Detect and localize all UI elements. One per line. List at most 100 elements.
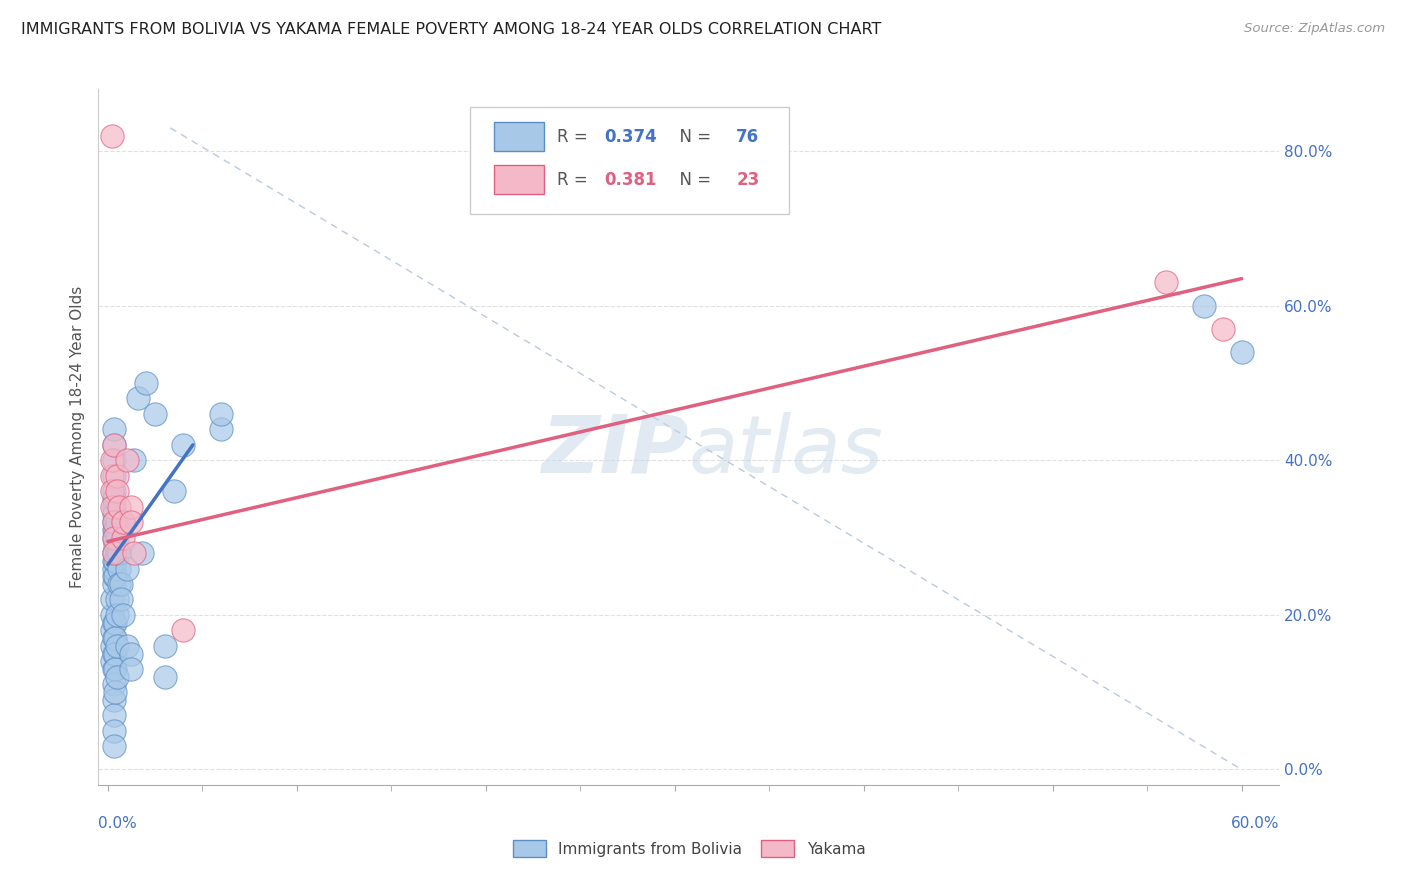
- Point: [105, 670, 128, 684]
- Point: [1154, 276, 1177, 290]
- Point: [103, 515, 125, 529]
- Point: [104, 615, 127, 630]
- Point: [103, 438, 125, 452]
- Text: N =: N =: [669, 170, 716, 188]
- Point: [120, 662, 142, 676]
- Point: [1212, 322, 1234, 336]
- Point: [103, 515, 125, 529]
- Point: [124, 546, 146, 560]
- Point: [104, 685, 127, 699]
- Point: [104, 631, 127, 645]
- Point: [105, 546, 128, 560]
- Point: [153, 639, 176, 653]
- Point: [172, 438, 194, 452]
- Text: 60.0%: 60.0%: [1232, 816, 1279, 831]
- Point: [100, 624, 122, 638]
- Point: [108, 577, 131, 591]
- Text: 23: 23: [737, 170, 759, 188]
- Text: R =: R =: [557, 128, 593, 145]
- Point: [103, 531, 125, 545]
- Point: [100, 500, 122, 514]
- Point: [103, 569, 125, 583]
- Point: [103, 577, 125, 591]
- Point: [120, 500, 142, 514]
- Point: [103, 484, 125, 499]
- Point: [120, 515, 142, 529]
- Point: [100, 468, 122, 483]
- Point: [105, 531, 128, 545]
- Point: [100, 128, 122, 143]
- Point: [100, 453, 122, 467]
- Text: 0.381: 0.381: [605, 170, 657, 188]
- Point: [1230, 345, 1253, 359]
- Point: [115, 453, 138, 467]
- Point: [105, 592, 128, 607]
- Point: [100, 607, 122, 622]
- Point: [103, 662, 125, 676]
- Point: [105, 484, 128, 499]
- Point: [105, 639, 128, 653]
- Legend: Immigrants from Bolivia, Yakama: Immigrants from Bolivia, Yakama: [513, 839, 865, 857]
- Point: [100, 592, 122, 607]
- Point: [103, 546, 125, 560]
- Point: [103, 561, 125, 575]
- Point: [103, 708, 125, 723]
- Point: [108, 546, 131, 560]
- Point: [104, 523, 127, 537]
- FancyBboxPatch shape: [494, 165, 544, 194]
- Point: [103, 631, 125, 645]
- Point: [135, 376, 157, 390]
- Point: [124, 453, 146, 467]
- Point: [209, 422, 232, 436]
- Point: [100, 484, 122, 499]
- Text: 0.0%: 0.0%: [98, 816, 138, 831]
- Y-axis label: Female Poverty Among 18-24 Year Olds: Female Poverty Among 18-24 Year Olds: [69, 286, 84, 588]
- Point: [105, 607, 128, 622]
- Point: [108, 561, 131, 575]
- Point: [110, 577, 132, 591]
- Point: [209, 407, 232, 421]
- Point: [111, 515, 134, 529]
- Point: [103, 693, 125, 707]
- Point: [143, 407, 166, 421]
- Point: [103, 468, 125, 483]
- Point: [103, 546, 125, 560]
- Point: [103, 615, 125, 630]
- Point: [103, 508, 125, 522]
- Point: [104, 554, 127, 568]
- Point: [103, 438, 125, 452]
- Point: [131, 546, 153, 560]
- Point: [103, 554, 125, 568]
- Point: [103, 677, 125, 691]
- Text: IMMIGRANTS FROM BOLIVIA VS YAKAMA FEMALE POVERTY AMONG 18-24 YEAR OLDS CORRELATI: IMMIGRANTS FROM BOLIVIA VS YAKAMA FEMALE…: [21, 22, 882, 37]
- Point: [127, 392, 149, 406]
- Text: atlas: atlas: [689, 412, 884, 490]
- Point: [103, 647, 125, 661]
- Point: [103, 523, 125, 537]
- Point: [103, 500, 125, 514]
- Point: [104, 662, 127, 676]
- Point: [104, 538, 127, 552]
- Point: [115, 561, 138, 575]
- Point: [120, 647, 142, 661]
- Point: [111, 515, 134, 529]
- Point: [103, 491, 125, 506]
- Text: R =: R =: [557, 170, 593, 188]
- Text: 0.374: 0.374: [605, 128, 657, 145]
- Point: [103, 723, 125, 738]
- Point: [104, 647, 127, 661]
- Point: [111, 531, 134, 545]
- Text: N =: N =: [669, 128, 716, 145]
- Point: [105, 468, 128, 483]
- Text: ZIP: ZIP: [541, 412, 689, 490]
- Point: [115, 639, 138, 653]
- Point: [110, 592, 132, 607]
- Point: [103, 453, 125, 467]
- Point: [103, 422, 125, 436]
- FancyBboxPatch shape: [471, 106, 789, 214]
- Point: [105, 515, 128, 529]
- FancyBboxPatch shape: [494, 122, 544, 151]
- Point: [100, 654, 122, 668]
- Text: 76: 76: [737, 128, 759, 145]
- Point: [1192, 299, 1215, 313]
